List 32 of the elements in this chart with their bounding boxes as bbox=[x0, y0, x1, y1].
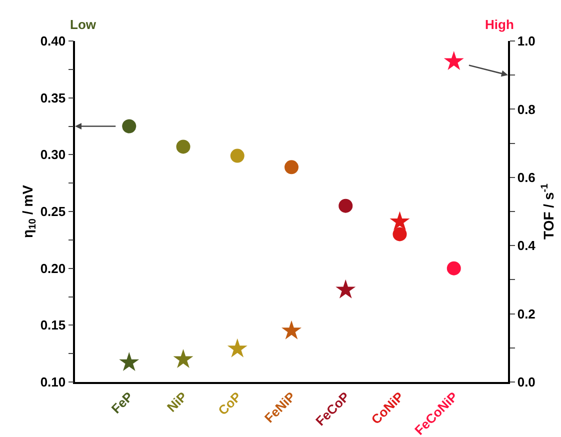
y-tick-label: 0.10 bbox=[40, 374, 66, 390]
point bbox=[444, 50, 464, 70]
y2-tick-label: 0.2 bbox=[517, 306, 536, 322]
y-tick-label: 0.40 bbox=[40, 34, 66, 49]
point bbox=[227, 338, 248, 358]
text: Low bbox=[70, 17, 97, 32]
point bbox=[176, 140, 190, 154]
y2-tick-label: 0.6 bbox=[517, 170, 536, 185]
y-tick-label: 0.20 bbox=[40, 260, 66, 276]
y2-tick-label: 1.0 bbox=[517, 34, 536, 49]
x-tick-label: NiP bbox=[164, 388, 190, 415]
point bbox=[119, 352, 140, 372]
point bbox=[336, 279, 356, 298]
x-tick-label: FeP bbox=[108, 388, 136, 416]
point bbox=[392, 227, 407, 242]
point bbox=[122, 119, 136, 134]
y-tick-label: 0.15 bbox=[40, 318, 66, 333]
point bbox=[338, 198, 353, 213]
y2-tick-label: 0.0 bbox=[517, 374, 536, 390]
y2-tick-label: 0.8 bbox=[517, 102, 536, 117]
y2-tick-label: 0.4 bbox=[517, 238, 536, 254]
y-tick-label: 0.25 bbox=[40, 204, 66, 220]
point bbox=[284, 160, 298, 174]
point bbox=[230, 148, 244, 163]
x-tick-label: CoP bbox=[215, 388, 244, 418]
y-tick-label: 0.30 bbox=[40, 147, 66, 162]
point bbox=[282, 320, 302, 340]
text: High bbox=[485, 17, 514, 32]
y-tick-label: 0.35 bbox=[40, 90, 66, 106]
point bbox=[390, 211, 410, 230]
point bbox=[173, 348, 194, 368]
point bbox=[446, 261, 461, 276]
